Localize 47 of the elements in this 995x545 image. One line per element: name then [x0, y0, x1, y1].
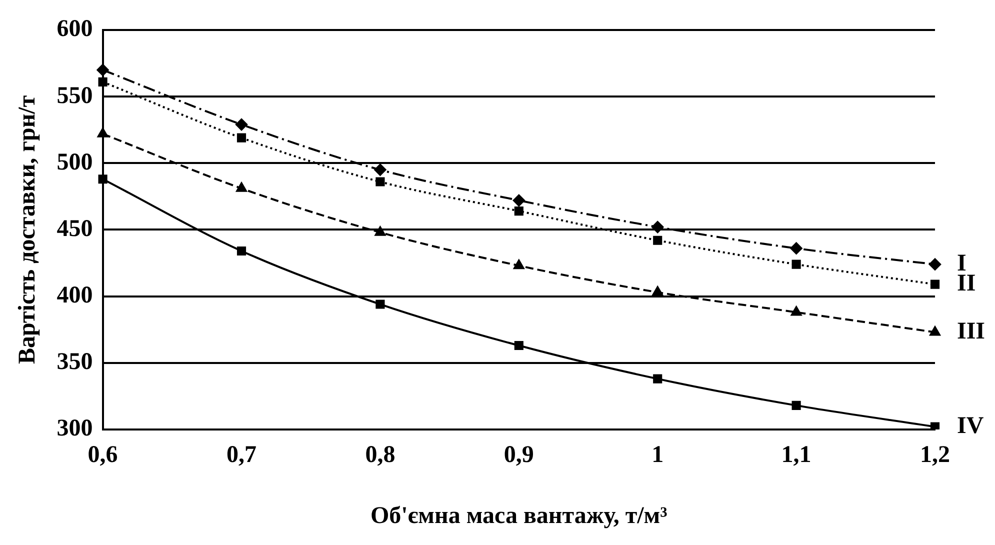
x-tick-label: 1,1 — [781, 442, 812, 468]
point — [98, 174, 108, 184]
y-tick-label: 350 — [56, 349, 93, 376]
point — [930, 326, 940, 336]
point — [376, 300, 385, 309]
y-axis-title: Вартість доставки, грн/т — [14, 95, 41, 364]
point — [236, 133, 246, 142]
point — [652, 221, 664, 234]
x-axis-title: Об'ємна маса вантажу, т/м³ — [370, 502, 668, 529]
series-label: IV — [957, 412, 984, 439]
point — [376, 177, 385, 186]
x-tick-label: 0,7 — [226, 442, 256, 468]
point — [653, 374, 662, 384]
y-tick-label: 600 — [56, 16, 93, 42]
point — [929, 258, 941, 270]
point — [236, 246, 246, 256]
series-label: III — [957, 318, 986, 344]
point — [514, 206, 524, 216]
point — [96, 64, 109, 76]
x-tick-label: 0,6 — [88, 442, 118, 468]
point — [930, 280, 940, 289]
point — [792, 400, 801, 410]
y-tick-label: 550 — [56, 82, 93, 109]
y-tick-label: 400 — [56, 282, 93, 308]
x-tick-label: 0,8 — [365, 442, 396, 468]
x-tick-label: 1 — [652, 442, 664, 468]
point — [512, 194, 525, 206]
x-tick-label: 0,9 — [504, 442, 534, 468]
point — [514, 260, 524, 270]
point — [98, 77, 108, 86]
x-tick-label: 1,2 — [920, 442, 950, 468]
point — [236, 118, 248, 131]
point — [790, 242, 802, 254]
y-tick-label: 300 — [56, 416, 93, 442]
point — [236, 182, 247, 192]
point — [514, 340, 524, 350]
point — [652, 286, 663, 296]
series-label: II — [957, 270, 976, 296]
point — [653, 236, 662, 245]
point — [97, 128, 108, 138]
point — [930, 422, 940, 430]
y-tick-label: 450 — [56, 216, 93, 242]
point — [790, 306, 802, 316]
point — [374, 226, 386, 236]
y-tick-label: 500 — [56, 149, 93, 176]
point — [374, 164, 386, 176]
point — [792, 260, 801, 269]
